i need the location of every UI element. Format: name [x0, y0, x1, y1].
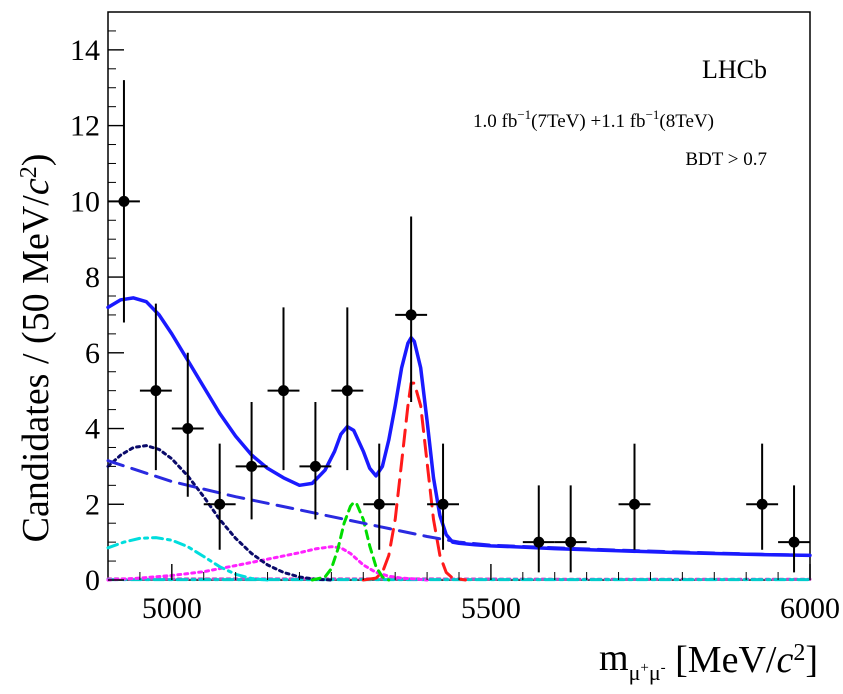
y-tick-label: 8 — [85, 261, 100, 294]
y-tick-label: 4 — [85, 413, 100, 446]
data-point — [246, 461, 257, 472]
x-tick-label: 6000 — [780, 592, 840, 625]
lumi-1: 1.0 fb — [473, 111, 517, 132]
x-axis-title: mμ+μ- [MeV/c2] — [599, 637, 818, 685]
plot-frame — [108, 12, 810, 580]
data-point — [310, 461, 321, 472]
x-tick-label: 5500 — [461, 592, 521, 625]
annotations: LHCb 1.0 fb−1(7TeV) +1.1 fb−1(8TeV) BDT … — [473, 55, 767, 170]
luminosity-label: 1.0 fb−1(7TeV) +1.1 fb−1(8TeV) — [473, 107, 714, 132]
y-tick-label: 0 — [85, 564, 100, 597]
data-point — [533, 537, 544, 548]
data-point — [150, 385, 161, 396]
axis-ticks: 0 2 4 6 8 10 12 14 5000 5500 6000 — [70, 12, 840, 625]
fit-curve — [312, 502, 389, 580]
y-axis-label: Candidates / (50 MeV/c2) — [15, 154, 57, 543]
data-point — [278, 385, 289, 396]
fit-curve — [108, 298, 810, 556]
lumi-2-exp: −1 — [646, 107, 660, 122]
data-point — [757, 499, 768, 510]
experiment-label: LHCb — [702, 55, 767, 84]
bdt-cut-label: BDT > 0.7 — [685, 149, 767, 170]
data-point — [629, 499, 640, 510]
data-point — [406, 309, 417, 320]
plot-border — [108, 12, 810, 580]
data-point — [214, 499, 225, 510]
data-point — [789, 537, 800, 548]
fit-curves — [108, 298, 810, 580]
lumi-1-exp: −1 — [517, 107, 531, 122]
data-point — [374, 499, 385, 510]
lumi-1-energy: (7TeV) +1.1 fb — [531, 111, 645, 132]
y-tick-label: 6 — [85, 337, 100, 370]
y-tick-label: 2 — [85, 488, 100, 521]
y-tick-label: 10 — [70, 185, 100, 218]
data-point — [342, 385, 353, 396]
fit-curve — [108, 461, 810, 556]
y-tick-label: 14 — [70, 34, 100, 67]
lumi-2-energy: (8TeV) — [659, 111, 714, 132]
y-tick-label: 12 — [70, 110, 100, 143]
x-tick-label: 5000 — [142, 592, 202, 625]
data-point — [565, 537, 576, 548]
y-axis-title: Candidates / (50 MeV/c2) — [15, 154, 57, 543]
data-point — [182, 423, 193, 434]
data-point — [438, 499, 449, 510]
x-axis-label: mμ+μ- [MeV/c2] — [599, 637, 818, 685]
